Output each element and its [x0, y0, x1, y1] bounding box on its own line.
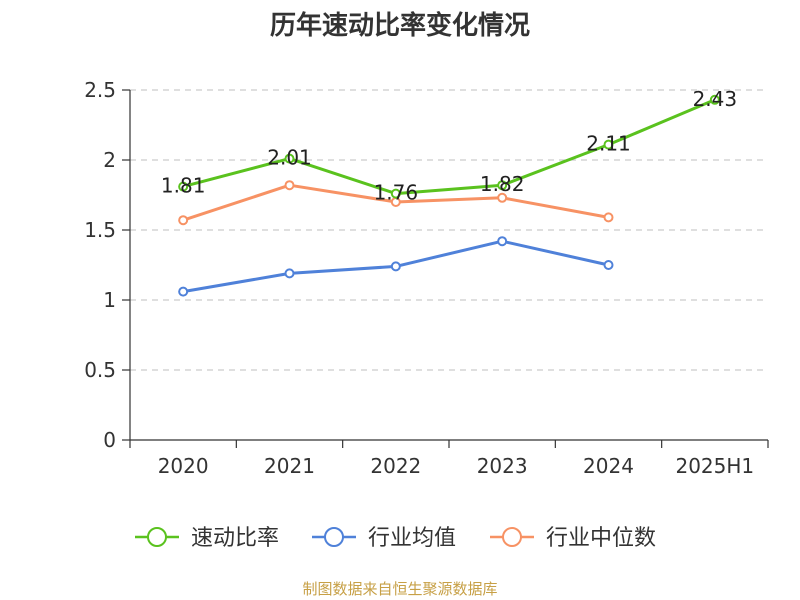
- x-tick-label: 2023: [477, 454, 528, 478]
- y-tick-label: 0: [103, 428, 116, 452]
- x-tick-label: 2021: [264, 454, 315, 478]
- source-note: 制图数据来自恒生聚源数据库: [302, 580, 497, 598]
- x-tick-label: 2022: [370, 454, 421, 478]
- y-tick-label: 2.5: [84, 78, 116, 102]
- data-point: [603, 139, 614, 150]
- legend-label: 行业均值: [368, 526, 456, 551]
- legend-label: 速动比率: [191, 526, 279, 551]
- x-tick-label: 2020: [158, 454, 209, 478]
- legend: 速动比率 行业均值 行业中位数: [135, 526, 656, 551]
- y-tick-label: 1: [103, 288, 116, 312]
- data-point: [178, 215, 189, 226]
- data-label: 2.01: [267, 146, 312, 170]
- legend-item: 速动比率: [135, 526, 279, 551]
- data-point: [178, 181, 189, 192]
- data-point: [284, 153, 295, 164]
- data-point: [603, 260, 614, 270]
- data-label: 1.81: [161, 174, 206, 198]
- series-速动比率: [178, 94, 720, 199]
- data-point: [709, 94, 720, 105]
- legend-item: 行业均值: [312, 526, 456, 551]
- series-行业均值: [178, 236, 614, 297]
- series-layer: [178, 94, 720, 297]
- data-point: [390, 188, 401, 199]
- data-point: [497, 236, 508, 247]
- data-point: [178, 286, 189, 297]
- y-tick-label: 2: [103, 148, 116, 172]
- data-label: 2.11: [586, 132, 631, 156]
- data-point: [284, 180, 295, 191]
- axes: 0 0.5 1 1.5 2 2.5 2020 2021 2022 2023 2024 2025H1: [84, 78, 769, 478]
- data-point: [497, 192, 508, 203]
- data-label: 1.76: [374, 181, 419, 205]
- grid-lines: [130, 89, 768, 371]
- x-tick-label: 2025H1: [675, 454, 754, 478]
- data-labels: 1.81 2.01 1.76 1.82 2.11 2.43: [161, 87, 737, 205]
- data-point: [284, 268, 295, 279]
- y-tick-label: 0.5: [84, 358, 116, 382]
- data-point: [603, 212, 614, 223]
- chart-title: 历年速动比率变化情况: [270, 10, 530, 41]
- data-point: [390, 261, 401, 272]
- legend-marker: [147, 527, 167, 547]
- series-line: [182, 98, 716, 196]
- x-tick-label: 2024: [583, 454, 634, 478]
- data-point: [497, 180, 508, 191]
- legend-marker: [502, 527, 522, 547]
- data-label: 1.82: [480, 172, 525, 196]
- legend-label: 行业中位数: [546, 526, 656, 551]
- data-label: 2.43: [693, 87, 738, 111]
- y-tick-label: 1.5: [84, 218, 116, 242]
- legend-item: 行业中位数: [490, 526, 656, 551]
- legend-marker: [324, 527, 344, 547]
- series-行业中位数: [178, 180, 614, 226]
